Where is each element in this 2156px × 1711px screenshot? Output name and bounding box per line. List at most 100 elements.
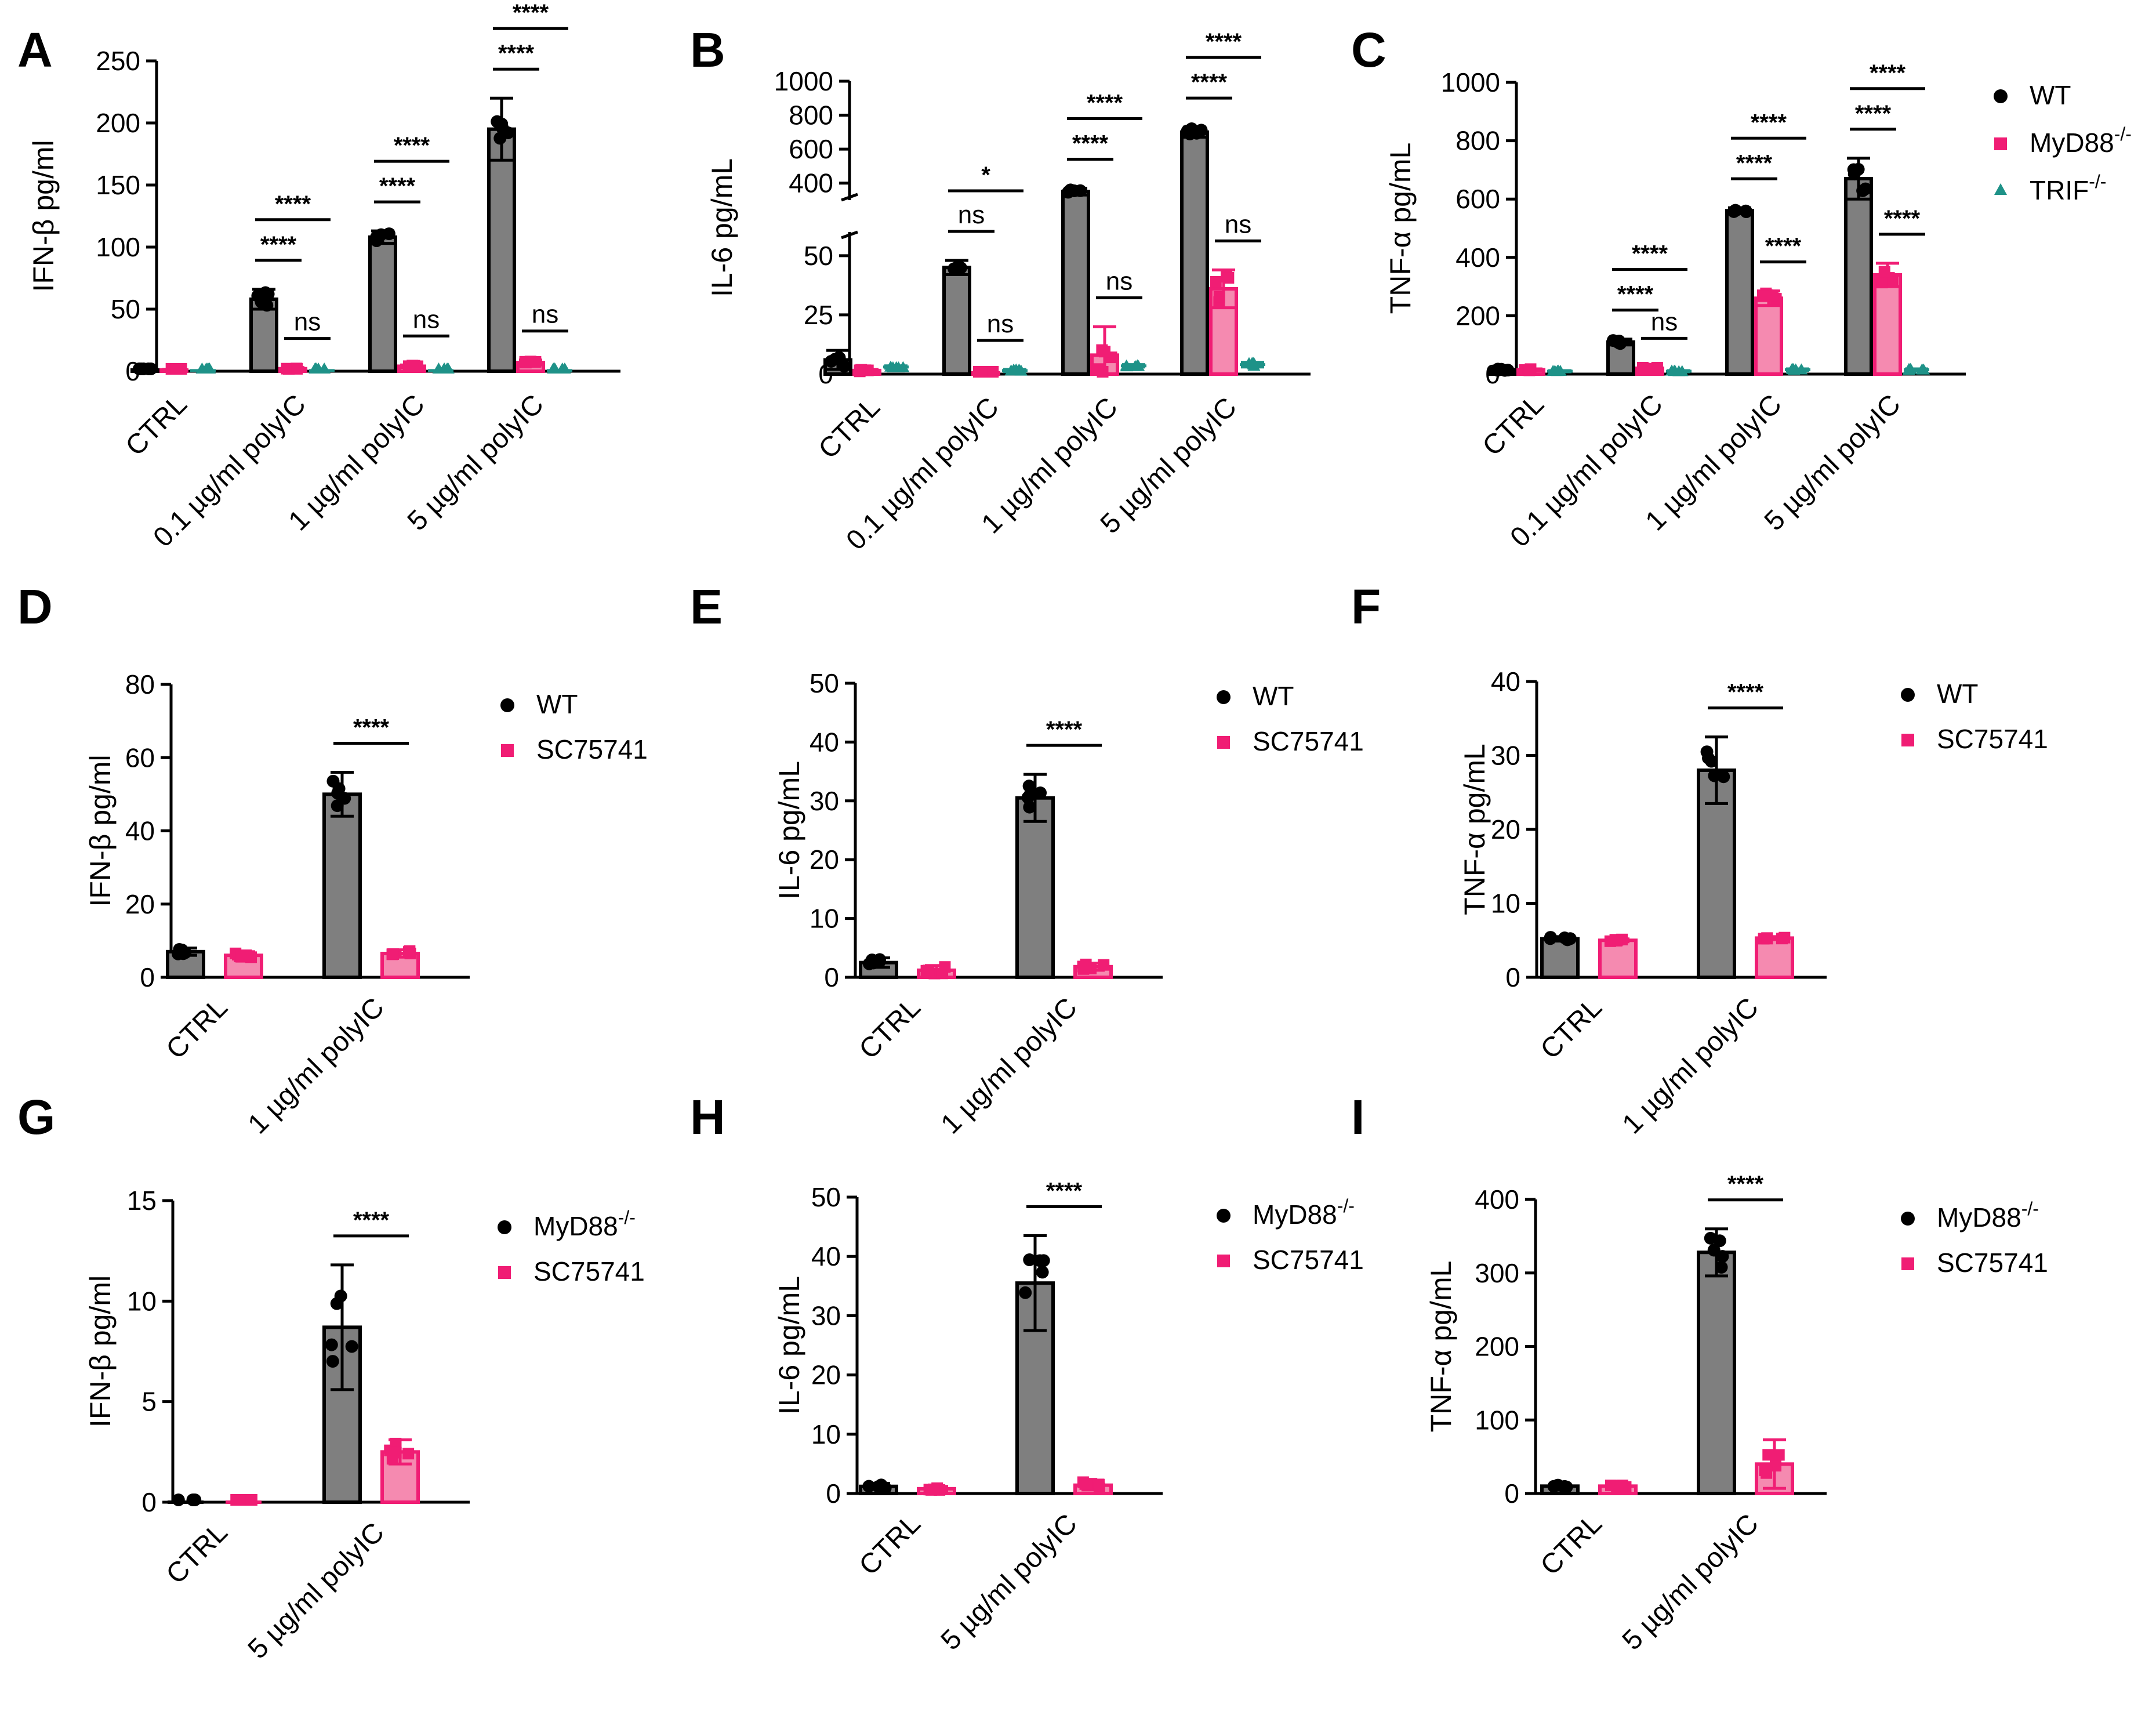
legend-marker [498, 1266, 511, 1279]
x-category-label: CTRL [120, 389, 193, 462]
y-tick-label: 400 [789, 168, 833, 198]
significance-label: **** [1765, 234, 1802, 259]
legend-marker [1217, 736, 1230, 749]
data-point-square [1214, 291, 1225, 303]
y-tick-label: 100 [1475, 1405, 1519, 1435]
significance-label: **** [353, 1208, 390, 1233]
data-point [1544, 932, 1556, 945]
y-tick-label: 0 [826, 1478, 841, 1509]
x-category-label: CTRL [1477, 389, 1550, 462]
y-tick-label: 100 [96, 232, 140, 262]
y-tick-label: 250 [96, 46, 140, 76]
legend-label: MyD88-/- [1937, 1198, 2039, 1232]
y-tick-label: 0 [140, 962, 155, 992]
y-axis-title: IFN-β pg/ml [84, 755, 117, 907]
data-point-square [1098, 959, 1109, 971]
legend-marker [1217, 1255, 1230, 1267]
legend-superscript: -/- [1337, 1195, 1355, 1216]
legend-label: TRIF-/- [2030, 171, 2106, 205]
significance-label: ns [1225, 210, 1251, 238]
data-point-square [387, 1453, 398, 1464]
bar-wt [370, 237, 395, 371]
data-point-square [241, 949, 252, 961]
significance-label: ns [1106, 267, 1133, 295]
y-tick-label: 10 [127, 1286, 157, 1316]
data-point-square [1757, 291, 1769, 302]
x-category-label: 1 µg/ml polyIC [935, 992, 1083, 1140]
x-category-label: CTRL [1535, 1508, 1608, 1581]
legend-label: SC75741 [1937, 724, 2048, 754]
data-point-square [939, 961, 950, 973]
data-point [829, 353, 841, 365]
data-point [188, 1494, 201, 1506]
significance-label: **** [394, 133, 430, 158]
y-tick-label: 50 [810, 668, 839, 698]
data-point [1023, 1253, 1036, 1266]
significance-label: **** [1884, 206, 1921, 231]
data-point-square [1879, 266, 1890, 277]
y-tick-label: 0 [1505, 962, 1520, 992]
x-category-label: CTRL [854, 1508, 927, 1581]
data-point-square [1767, 289, 1778, 301]
data-point [331, 1297, 343, 1310]
legend-label: MyD88-/- [1253, 1195, 1355, 1230]
y-tick-label: 30 [810, 786, 839, 816]
data-point-square [1616, 1481, 1627, 1493]
legend-marker [1217, 1209, 1231, 1223]
y-tick-label: 20 [1491, 814, 1520, 844]
panel-i: I0100200300400TNF-α pg/mLCTRL 5 µg/ml pol… [1351, 1090, 2048, 1656]
data-point [172, 1494, 185, 1506]
y-tick-label: 800 [1456, 126, 1500, 156]
significance-label: **** [1087, 90, 1123, 116]
legend-marker [1994, 89, 2008, 103]
legend-label: SC75741 [533, 1256, 645, 1286]
y-axis-title: IL-6 pg/mL [773, 761, 805, 900]
significance-label: **** [1046, 717, 1083, 742]
data-point-square [387, 948, 399, 960]
data-point-square [1761, 1467, 1772, 1479]
legend-marker [500, 698, 514, 712]
data-point-square [170, 363, 182, 375]
significance-label: **** [1727, 680, 1764, 705]
y-tick-label: 0 [1504, 1478, 1519, 1509]
significance-label: **** [1751, 110, 1787, 135]
x-category-label: 5 µg/ml polyIC [1617, 1508, 1765, 1656]
y-tick-label: 10 [810, 904, 839, 934]
significance-label: **** [353, 715, 390, 741]
bar-wt [1846, 179, 1871, 374]
legend-superscript: -/- [2114, 124, 2132, 144]
legend-marker [1901, 688, 1915, 702]
data-point-square [402, 1448, 414, 1459]
data-point-square [974, 366, 986, 378]
data-point-square [1611, 935, 1623, 947]
panel-b: B025504006008001000IL-6 pg/mLCTRL0.1 µg/… [690, 23, 1311, 556]
legend-marker [1994, 183, 2007, 195]
x-category-label: CTRL [161, 1517, 234, 1590]
significance-label: ns [294, 308, 321, 336]
bar-wt [489, 129, 514, 371]
significance-label: **** [513, 0, 549, 26]
legend-marker [1217, 690, 1231, 704]
x-category-label: 1 µg/ml polyIC [1617, 992, 1765, 1140]
x-category-label: 5 µg/ml polyIC [935, 1508, 1083, 1656]
x-category-label: CTRL [161, 992, 234, 1065]
y-tick-label: 15 [127, 1186, 157, 1216]
data-point-square [921, 965, 932, 977]
data-point [346, 1340, 358, 1353]
panel-letter: H [690, 1090, 725, 1144]
significance-label: **** [1191, 70, 1228, 95]
y-tick-label: 300 [1475, 1258, 1519, 1288]
data-point-square [520, 356, 531, 368]
y-tick-label: 200 [1475, 1332, 1519, 1362]
data-point [491, 115, 503, 128]
data-point [331, 787, 344, 800]
data-point-square [1099, 346, 1110, 357]
y-tick-label: 20 [810, 844, 839, 875]
y-axis-title: TNF-α pg/mL [1384, 143, 1417, 314]
y-axis-title: IL-6 pg/mL [706, 158, 738, 297]
x-category-label: 5 µg/ml polyIC [242, 1517, 390, 1665]
significance-label: **** [1046, 1178, 1083, 1204]
panel-letter: B [690, 23, 725, 77]
y-tick-label: 800 [789, 100, 833, 130]
